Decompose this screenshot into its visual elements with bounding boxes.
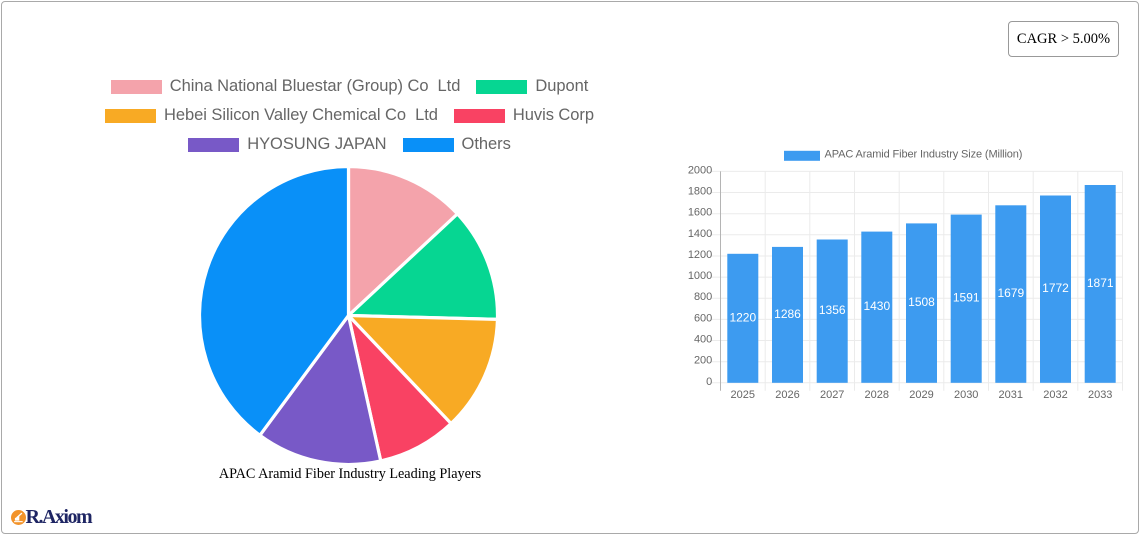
svg-text:2031: 2031 (998, 389, 1022, 401)
svg-text:2000: 2000 (687, 164, 711, 176)
svg-text:200: 200 (693, 355, 711, 367)
svg-text:1400: 1400 (687, 228, 711, 240)
svg-text:2033: 2033 (1087, 389, 1111, 401)
svg-text:400: 400 (693, 334, 711, 346)
svg-text:1356: 1356 (818, 303, 845, 317)
svg-text:2032: 2032 (1043, 389, 1067, 401)
svg-text:1508: 1508 (908, 295, 935, 309)
svg-text:1800: 1800 (687, 186, 711, 198)
svg-text:0: 0 (706, 376, 712, 388)
svg-text:1591: 1591 (952, 291, 979, 305)
svg-text:1000: 1000 (687, 270, 711, 282)
svg-text:2027: 2027 (819, 389, 843, 401)
svg-text:800: 800 (693, 291, 711, 303)
svg-text:1772: 1772 (1042, 281, 1069, 295)
svg-text:APAC Aramid Fiber Industry Siz: APAC Aramid Fiber Industry Size (Million… (824, 149, 1022, 161)
svg-text:2030: 2030 (953, 389, 977, 401)
svg-text:1600: 1600 (687, 207, 711, 219)
svg-text:1430: 1430 (863, 299, 890, 313)
svg-text:1200: 1200 (687, 249, 711, 261)
svg-text:2028: 2028 (864, 389, 888, 401)
svg-text:2026: 2026 (775, 389, 799, 401)
svg-text:1871: 1871 (1086, 276, 1113, 290)
svg-text:1679: 1679 (997, 286, 1024, 300)
svg-text:1286: 1286 (774, 307, 801, 321)
svg-text:2029: 2029 (909, 389, 933, 401)
svg-text:1220: 1220 (729, 310, 756, 324)
svg-text:600: 600 (693, 312, 711, 324)
svg-text:2025: 2025 (730, 389, 754, 401)
